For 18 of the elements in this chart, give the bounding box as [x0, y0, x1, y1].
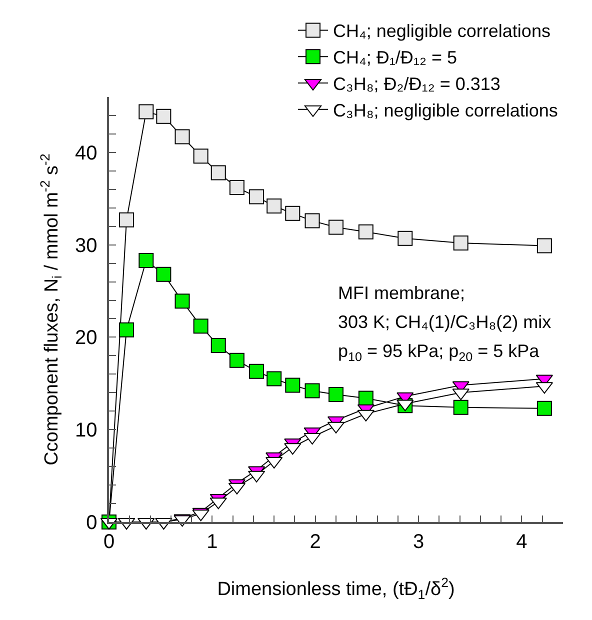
annotation: p$_{10}$ = 95 kPa; p$_{20}$ = 5 kPa: [338, 341, 540, 364]
y-tick-label: 10: [75, 420, 98, 442]
x-axis-title: Dimensionless time, (tĐ$_{1}$/δ$^{2}$): [217, 575, 455, 602]
x-tick-label: 1: [206, 530, 218, 553]
legend-label: C₃H₈; Đ₂/Đ₁₂ = 0.313: [333, 74, 500, 94]
legend-label: CH₄; negligible correlations: [333, 21, 550, 42]
y-tick-label: 20: [75, 327, 98, 350]
y-tick-label: 0: [86, 512, 98, 534]
x-tick-label: 2: [310, 530, 321, 553]
x-tick-label: 3: [412, 530, 424, 553]
annotation: 303 K; CH₄(1)/C₃H₈(2) mix: [338, 312, 552, 332]
y-tick-label: 30: [75, 234, 98, 257]
annotation: MFI membrane;: [338, 283, 466, 303]
y-tick-label: 40: [75, 142, 98, 164]
legend-label: CH₄; Đ₁/Đ₁₂ = 5: [333, 48, 458, 68]
x-tick-label: 0: [103, 530, 115, 553]
legend-label: C₃H₈; negligible correlations: [333, 100, 558, 120]
x-tick-label: 4: [516, 530, 528, 553]
